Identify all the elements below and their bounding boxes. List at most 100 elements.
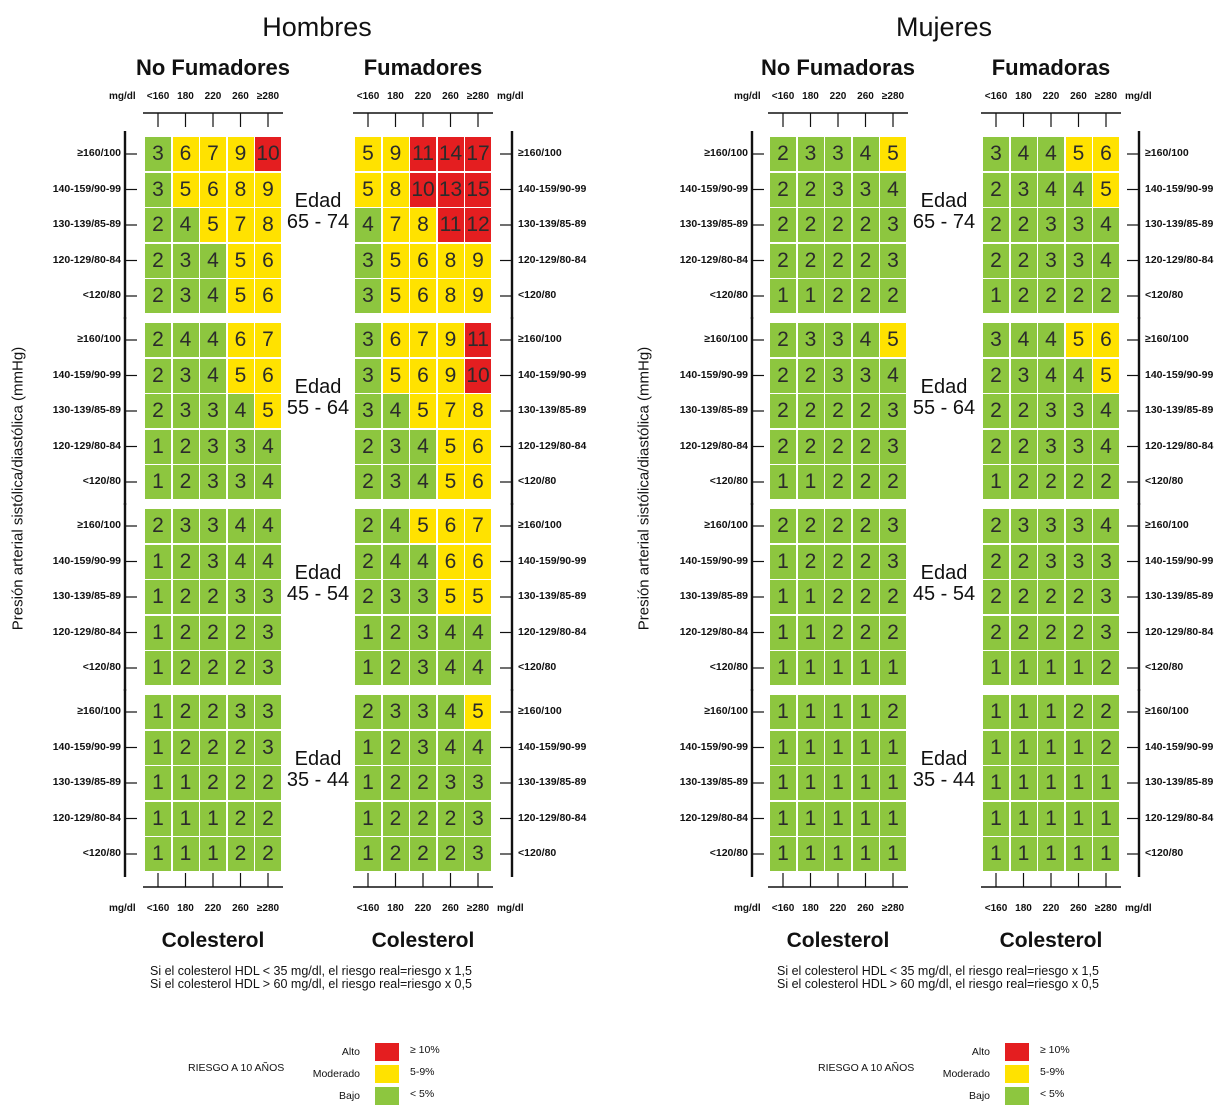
risk-cell: 8 [227,172,254,207]
bp-label: ≥160/100 [704,147,748,159]
risk-cell: 1 [852,766,879,800]
cholesterol-tick-label: ≥280 [1094,903,1118,914]
risk-cell: 2 [983,509,1009,543]
risk-cell: 4 [255,544,281,579]
units-label: mg/dl [109,91,136,102]
risk-cell: 1 [145,544,171,579]
risk-cell: 1 [1093,801,1119,836]
risk-cell: 1 [1038,730,1064,765]
risk-cell: 3 [1038,243,1064,278]
risk-cell: 3 [465,801,491,836]
risk-cell: 5 [437,465,464,499]
risk-cell: 1 [797,837,824,871]
risk-cell: 6 [255,279,281,313]
risk-cell: 2 [852,509,879,543]
bp-label: 120-129/80-84 [1145,253,1214,266]
bp-label: ≥160/100 [518,333,562,345]
bp-label: 140-159/90-99 [52,368,121,381]
legend-item-range: ≥ 10% [1040,1044,1070,1056]
risk-cell: 2 [797,544,824,579]
bp-label: 120-129/80-84 [518,439,587,452]
risk-cell: 1 [172,837,199,871]
risk-cell: 3 [1065,544,1092,579]
risk-cell: 15 [465,172,491,207]
x-axis-title: Colesterol [161,929,265,952]
risk-cell: 3 [852,358,879,393]
age-label-line: Edad [920,376,968,398]
risk-cell: 5 [880,137,906,171]
risk-cell: 1 [825,651,851,685]
x-axis-title: Colesterol [371,929,475,952]
risk-cell: 3 [255,580,281,614]
risk-cell: 2 [1010,243,1037,278]
risk-cell: 6 [465,429,491,464]
risk-cell: 3 [200,394,226,428]
cholesterol-tick-label: 180 [177,91,194,102]
risk-cell: 1 [797,766,824,800]
risk-cell: 5 [227,243,254,278]
risk-cell: 1 [825,766,851,800]
cholesterol-tick-label: 260 [1070,91,1087,102]
risk-cell: 6 [227,323,254,357]
legend-swatch [1005,1065,1029,1083]
risk-cell: 4 [200,323,226,357]
risk-cell: 1 [1065,801,1092,836]
risk-cell: 9 [227,137,254,171]
bp-label: 130-139/85-89 [679,590,748,602]
risk-cell: 2 [382,766,409,800]
risk-cell: 3 [200,429,226,464]
risk-cell: 1 [797,615,824,650]
bp-label: 130-139/85-89 [679,776,748,788]
risk-cell: 2 [1010,208,1037,242]
risk-cell: 2 [1010,580,1037,614]
risk-cell: 3 [983,137,1009,171]
risk-cell: 6 [1093,323,1119,357]
cholesterol-tick-label: 180 [177,903,194,914]
risk-cell: 1 [1010,837,1037,871]
cholesterol-tick-label: <160 [356,91,380,102]
risk-cell: 4 [410,429,436,464]
risk-cell: 1 [145,801,171,836]
bp-label: 140-159/90-99 [679,368,748,381]
risk-cell: 10 [410,172,436,207]
risk-cell: 1 [825,730,851,765]
risk-cell: 2 [355,429,381,464]
risk-cell: 2 [227,837,254,871]
risk-cell: 4 [410,465,436,499]
bp-label: 120-129/80-84 [52,253,121,266]
cholesterol-tick-label: 220 [829,903,847,914]
bp-label: 120-129/80-84 [518,253,587,266]
risk-cell: 6 [437,544,464,579]
risk-cell: 3 [355,394,381,428]
sex-title: Hombres [262,12,372,42]
risk-cell: 1 [797,580,824,614]
risk-cell: 9 [437,323,464,357]
risk-cell: 4 [1038,323,1064,357]
risk-cell: 2 [255,766,281,800]
risk-cell: 2 [1038,615,1064,650]
cholesterol-tick-label: 260 [442,903,459,914]
risk-cell: 3 [255,615,281,650]
risk-cell: 3 [355,243,381,278]
legend-swatch [375,1087,399,1105]
risk-cell: 6 [465,465,491,499]
risk-cell: 1 [200,801,226,836]
risk-cell: 2 [1065,465,1092,499]
risk-cell: 2 [1010,615,1037,650]
risk-cell: 2 [145,323,171,357]
legend-swatch [1005,1043,1029,1061]
risk-cell: 4 [227,394,254,428]
cholesterol-tick-label: <160 [146,903,170,914]
cholesterol-tick-label: 260 [857,91,874,102]
bp-label: 120-129/80-84 [1145,811,1214,824]
age-label-line: 65 - 74 [912,211,976,233]
risk-cell: 2 [852,465,879,499]
age-label-line: 55 - 64 [286,397,350,419]
bp-label: 120-129/80-84 [679,439,748,452]
risk-cell: 1 [770,544,796,579]
risk-cell: 3 [825,323,851,357]
risk-cell: 2 [1038,279,1064,313]
risk-cell: 4 [227,544,254,579]
risk-cell: 2 [983,580,1009,614]
risk-cell: 1 [770,730,796,765]
